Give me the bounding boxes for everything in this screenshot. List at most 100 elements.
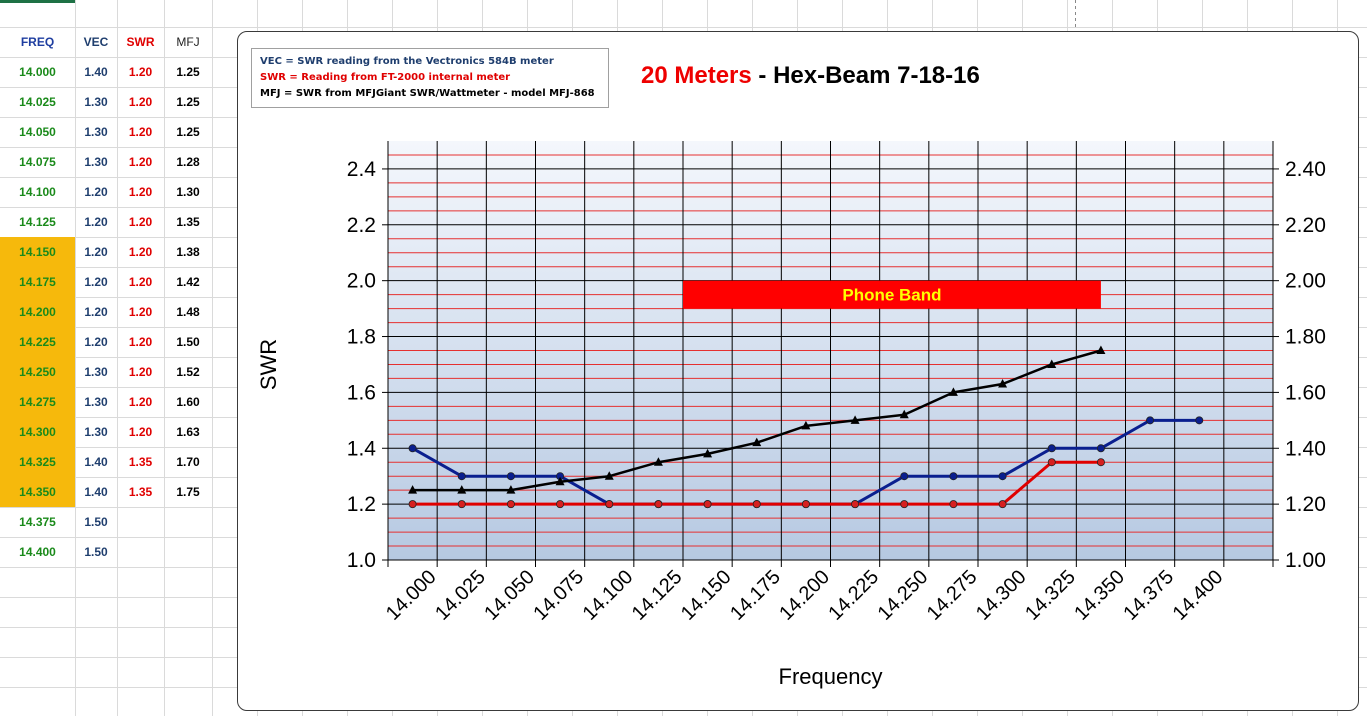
phone-band-bar bbox=[683, 280, 1101, 309]
x-tick-label: 14.025 bbox=[431, 566, 490, 625]
y-tick-label-right: 1.60 bbox=[1285, 381, 1326, 404]
vec-cell[interactable]: 1.50 bbox=[84, 515, 108, 529]
vec-cell[interactable]: 1.20 bbox=[84, 185, 108, 199]
vec-cell[interactable]: 1.20 bbox=[84, 335, 108, 349]
x-tick-label: 14.375 bbox=[1119, 566, 1178, 625]
x-tick-label: 14.150 bbox=[677, 566, 736, 625]
swr-cell[interactable]: 1.20 bbox=[128, 335, 153, 349]
mfj-cell[interactable]: 1.70 bbox=[176, 455, 200, 469]
vec-cell[interactable]: 1.30 bbox=[84, 395, 108, 409]
mfj-cell[interactable]: 1.60 bbox=[176, 395, 200, 409]
vec-cell[interactable]: 1.20 bbox=[84, 215, 108, 229]
swr-cell[interactable]: 1.20 bbox=[128, 395, 153, 409]
freq-cell[interactable]: 14.100 bbox=[19, 185, 56, 199]
freq-cell[interactable]: 14.075 bbox=[19, 155, 56, 169]
freq-cell[interactable]: 14.375 bbox=[19, 515, 56, 529]
chart-box[interactable]: VEC = SWR reading from the Vectronics 58… bbox=[237, 31, 1359, 711]
vec-cell[interactable]: 1.40 bbox=[84, 485, 108, 499]
mfj-cell[interactable]: 1.25 bbox=[176, 95, 200, 109]
vec-data-point bbox=[998, 472, 1007, 481]
x-tick-label: 14.000 bbox=[382, 566, 441, 625]
chart-title-band: 20 Meters bbox=[641, 62, 752, 89]
mfj-cell[interactable]: 1.25 bbox=[176, 65, 200, 79]
legend-textbox[interactable]: VEC = SWR reading from the Vectronics 58… bbox=[251, 48, 609, 108]
mfj-data-point bbox=[998, 379, 1008, 388]
swr-data-point bbox=[1047, 458, 1056, 467]
mfj-data-point bbox=[457, 485, 467, 494]
freq-cell[interactable]: 14.200 bbox=[0, 297, 75, 327]
mfj-data-point bbox=[948, 387, 958, 396]
mfj-cell[interactable]: 1.28 bbox=[176, 155, 200, 169]
freq-header[interactable]: FREQ bbox=[20, 35, 55, 49]
swr-cell[interactable]: 1.20 bbox=[128, 185, 153, 199]
swr-data-point bbox=[900, 500, 909, 509]
mfj-cell[interactable] bbox=[164, 537, 212, 567]
mfj-cell[interactable]: 1.25 bbox=[176, 125, 200, 139]
mfj-cell[interactable]: 1.42 bbox=[176, 275, 200, 289]
swr-cell[interactable]: 1.20 bbox=[128, 365, 153, 379]
vec-cell[interactable]: 1.20 bbox=[84, 275, 108, 289]
vec-cell[interactable]: 1.40 bbox=[84, 455, 108, 469]
vec-cell[interactable]: 1.30 bbox=[84, 95, 108, 109]
vec-cell[interactable]: 1.30 bbox=[84, 155, 108, 169]
swr-cell[interactable]: 1.20 bbox=[128, 215, 153, 229]
freq-cell[interactable]: 14.000 bbox=[19, 65, 56, 79]
spreadsheet-row: 14.050 1.30 1.20 1.25 bbox=[0, 117, 212, 147]
mfj-header[interactable]: MFJ bbox=[176, 35, 200, 49]
vec-cell[interactable]: 1.30 bbox=[84, 365, 108, 379]
mfj-cell[interactable]: 1.75 bbox=[176, 485, 200, 499]
vec-cell[interactable]: 1.50 bbox=[84, 545, 108, 559]
mfj-cell[interactable]: 1.48 bbox=[176, 305, 200, 319]
spreadsheet-row: 14.375 1.50 bbox=[0, 507, 212, 537]
swr-data-point bbox=[851, 500, 860, 509]
swr-cell[interactable]: 1.20 bbox=[128, 425, 153, 439]
freq-cell[interactable]: 14.275 bbox=[0, 387, 75, 417]
vec-data-point bbox=[457, 472, 466, 481]
swr-cell[interactable]: 1.35 bbox=[128, 485, 153, 499]
mfj-cell[interactable]: 1.38 bbox=[176, 245, 200, 259]
swr-data-point bbox=[1096, 458, 1105, 467]
freq-cell[interactable]: 14.325 bbox=[0, 447, 75, 477]
mfj-cell[interactable] bbox=[164, 507, 212, 537]
vec-cell[interactable]: 1.30 bbox=[84, 125, 108, 139]
mfj-cell[interactable]: 1.63 bbox=[176, 425, 200, 439]
phone-band-label: Phone Band bbox=[842, 286, 941, 305]
vec-cell[interactable]: 1.20 bbox=[84, 305, 108, 319]
swr-cell[interactable] bbox=[117, 537, 164, 567]
mfj-data-point bbox=[604, 471, 614, 480]
swr-cell[interactable]: 1.20 bbox=[128, 95, 153, 109]
freq-cell[interactable]: 14.050 bbox=[19, 125, 56, 139]
mfj-cell[interactable]: 1.52 bbox=[176, 365, 200, 379]
freq-cell[interactable]: 14.350 bbox=[0, 477, 75, 507]
swr-cell[interactable]: 1.35 bbox=[128, 455, 153, 469]
swr-data-point bbox=[703, 500, 712, 509]
freq-cell[interactable]: 14.125 bbox=[19, 215, 56, 229]
freq-cell[interactable]: 14.025 bbox=[19, 95, 56, 109]
swr-header[interactable]: SWR bbox=[126, 35, 155, 49]
vec-cell[interactable]: 1.30 bbox=[84, 425, 108, 439]
swr-cell[interactable]: 1.20 bbox=[128, 245, 153, 259]
swr-cell[interactable]: 1.20 bbox=[128, 125, 153, 139]
spreadsheet-row: 14.125 1.20 1.20 1.35 bbox=[0, 207, 212, 237]
swr-cell[interactable]: 1.20 bbox=[128, 275, 153, 289]
x-tick-label: 14.075 bbox=[529, 566, 588, 625]
swr-cell[interactable]: 1.20 bbox=[128, 305, 153, 319]
swr-cell[interactable] bbox=[117, 507, 164, 537]
freq-cell[interactable]: 14.300 bbox=[0, 417, 75, 447]
freq-cell[interactable]: 14.175 bbox=[0, 267, 75, 297]
mfj-cell[interactable]: 1.35 bbox=[176, 215, 200, 229]
mfj-data-point bbox=[1096, 345, 1106, 354]
vec-cell[interactable]: 1.40 bbox=[84, 65, 108, 79]
freq-cell[interactable]: 14.400 bbox=[19, 545, 56, 559]
vec-cell[interactable]: 1.20 bbox=[84, 245, 108, 259]
swr-data-point bbox=[801, 500, 810, 509]
swr-cell[interactable]: 1.20 bbox=[128, 65, 153, 79]
swr-cell[interactable]: 1.20 bbox=[128, 155, 153, 169]
freq-cell[interactable]: 14.225 bbox=[0, 327, 75, 357]
vec-data-point bbox=[949, 472, 958, 481]
mfj-cell[interactable]: 1.50 bbox=[176, 335, 200, 349]
mfj-cell[interactable]: 1.30 bbox=[176, 185, 200, 199]
freq-cell[interactable]: 14.250 bbox=[0, 357, 75, 387]
vec-header[interactable]: VEC bbox=[83, 35, 109, 49]
freq-cell[interactable]: 14.150 bbox=[0, 237, 75, 267]
